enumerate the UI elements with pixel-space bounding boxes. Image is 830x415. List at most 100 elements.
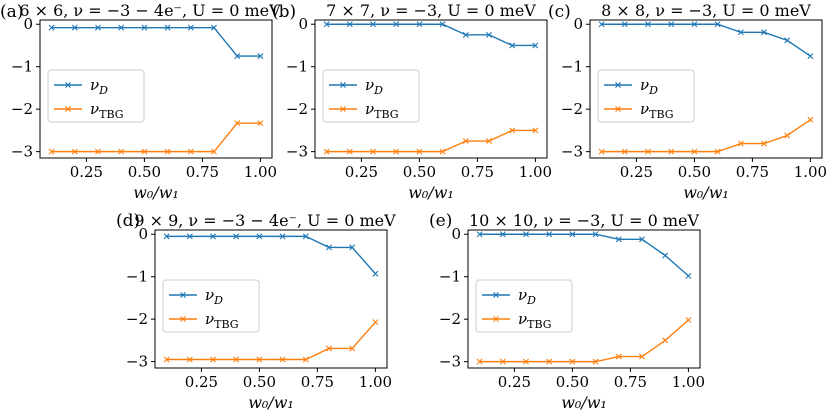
x-tick-label: 1.00 bbox=[794, 163, 827, 181]
data-point-nu-tbg bbox=[784, 132, 791, 139]
data-point-nu-tbg bbox=[71, 148, 78, 155]
x-tick-label: 0.75 bbox=[614, 373, 647, 391]
y-tick-label: −2 bbox=[561, 100, 583, 118]
x-axis-label: w₀/w₁ bbox=[683, 183, 729, 202]
data-point-nu-tbg bbox=[621, 148, 628, 155]
data-point-nu-tbg bbox=[118, 148, 125, 155]
legend-marker bbox=[65, 106, 71, 112]
data-point-nu-d bbox=[346, 21, 353, 28]
data-point-nu-d bbox=[210, 233, 216, 240]
data-point-nu-d bbox=[326, 244, 332, 251]
data-point-nu-tbg bbox=[349, 345, 356, 352]
series-line-nu-d bbox=[51, 26, 261, 57]
chart-panel-2: (b) 7 × 7, ν = −3, U = 0 meV 0.25 0.50 0.75 1… bbox=[272, 1, 552, 202]
y-tick-label: −3 bbox=[11, 143, 33, 161]
x-tick-label: 0.25 bbox=[70, 163, 103, 181]
data-point-nu-tbg bbox=[668, 148, 675, 155]
data-point-nu-d bbox=[532, 42, 539, 49]
data-point-nu-d bbox=[621, 21, 628, 28]
data-point-nu-tbg bbox=[256, 356, 263, 363]
x-tick-label: 1.00 bbox=[672, 373, 705, 391]
data-point-nu-d bbox=[349, 244, 356, 251]
x-tick-label: 0.25 bbox=[498, 373, 531, 391]
legend-marker bbox=[340, 106, 346, 112]
data-point-nu-d bbox=[48, 24, 55, 31]
x-tick-label: 0.50 bbox=[243, 373, 276, 391]
legend-label-subscript: D bbox=[373, 84, 383, 97]
data-point-nu-d bbox=[164, 24, 171, 31]
y-tick-label: −3 bbox=[286, 143, 308, 161]
data-point-nu-tbg bbox=[233, 356, 240, 363]
data-point-nu-tbg bbox=[532, 127, 539, 134]
x-tick-label: 0.25 bbox=[185, 373, 218, 391]
legend-label-subscript: TBG bbox=[214, 318, 238, 331]
y-tick-label: 0 bbox=[138, 225, 148, 243]
data-point-nu-d bbox=[71, 24, 78, 31]
data-point-nu-d bbox=[95, 24, 101, 31]
y-tick-label: 0 bbox=[573, 15, 583, 33]
x-tick-label: 0.75 bbox=[186, 163, 219, 181]
data-point-nu-d bbox=[279, 233, 286, 240]
data-point-nu-tbg bbox=[141, 148, 148, 155]
y-tick-label: −1 bbox=[11, 58, 33, 76]
data-point-nu-d bbox=[486, 31, 492, 38]
data-point-nu-d bbox=[761, 29, 767, 36]
x-tick-label: 0.50 bbox=[403, 163, 436, 181]
panel-letter: (e) bbox=[429, 211, 452, 231]
chart-title: 8 × 8, ν = −3, U = 0 meV bbox=[601, 1, 811, 20]
x-axis-label: w₀/w₁ bbox=[248, 393, 294, 412]
data-point-nu-d bbox=[685, 272, 692, 279]
legend-marker bbox=[180, 316, 186, 322]
data-point-nu-d bbox=[302, 233, 309, 240]
data-point-nu-d bbox=[714, 21, 721, 28]
data-point-nu-d bbox=[691, 21, 698, 28]
legend-label-subscript: D bbox=[98, 84, 108, 97]
data-point-nu-d bbox=[546, 231, 553, 238]
data-point-nu-tbg bbox=[761, 140, 767, 147]
legend-marker bbox=[65, 82, 71, 88]
chart-panel-3: (c) 8 × 8, ν = −3, U = 0 meV 0.25 0.50 0.75 1… bbox=[548, 1, 827, 202]
x-axis-label: w₀/w₁ bbox=[561, 393, 607, 412]
data-point-nu-tbg bbox=[48, 148, 55, 155]
data-point-nu-d bbox=[163, 233, 170, 240]
x-tick-label: 0.75 bbox=[301, 373, 334, 391]
data-point-nu-d bbox=[784, 37, 791, 44]
data-point-nu-tbg bbox=[598, 148, 605, 155]
data-point-nu-tbg bbox=[346, 148, 353, 155]
axes-frame bbox=[314, 19, 548, 159]
chart-title: 10 × 10, ν = −3, U = 0 meV bbox=[469, 211, 700, 230]
data-point-nu-tbg bbox=[210, 356, 216, 363]
data-point-nu-tbg bbox=[187, 148, 194, 155]
x-tick-label: 1.00 bbox=[359, 373, 392, 391]
data-point-nu-tbg bbox=[486, 138, 492, 145]
data-point-nu-tbg bbox=[323, 148, 330, 155]
x-axis-label: w₀/w₁ bbox=[133, 183, 179, 202]
data-point-nu-tbg bbox=[234, 120, 241, 127]
axes-frame bbox=[589, 19, 823, 159]
chart-title: 6 × 6, ν = −3 − 4e⁻, U = 0 meV bbox=[19, 1, 281, 20]
y-tick-label: −2 bbox=[11, 100, 33, 118]
data-point-nu-tbg bbox=[807, 116, 814, 123]
data-point-nu-tbg bbox=[546, 358, 553, 365]
legend-label-subscript: TBG bbox=[649, 108, 673, 121]
y-tick-label: −1 bbox=[439, 268, 461, 286]
y-tick-label: −1 bbox=[286, 58, 308, 76]
x-tick-label: 0.50 bbox=[128, 163, 161, 181]
x-tick-label: 0.50 bbox=[556, 373, 589, 391]
data-point-nu-d bbox=[118, 24, 125, 31]
panel-letter: (a) bbox=[0, 2, 23, 22]
y-tick-label: −1 bbox=[561, 58, 583, 76]
chart-panel-1: (a)6 × 6, ν = −3 − 4e⁻, U = 0 meV 0.25 0.5… bbox=[0, 1, 281, 202]
data-point-nu-d bbox=[737, 29, 744, 36]
data-point-nu-d bbox=[523, 231, 529, 238]
data-point-nu-d bbox=[668, 21, 675, 28]
data-point-nu-d bbox=[592, 231, 599, 238]
data-point-nu-d bbox=[499, 231, 506, 238]
legend-marker bbox=[493, 316, 499, 322]
data-point-nu-tbg bbox=[462, 138, 469, 145]
data-point-nu-tbg bbox=[523, 358, 529, 365]
